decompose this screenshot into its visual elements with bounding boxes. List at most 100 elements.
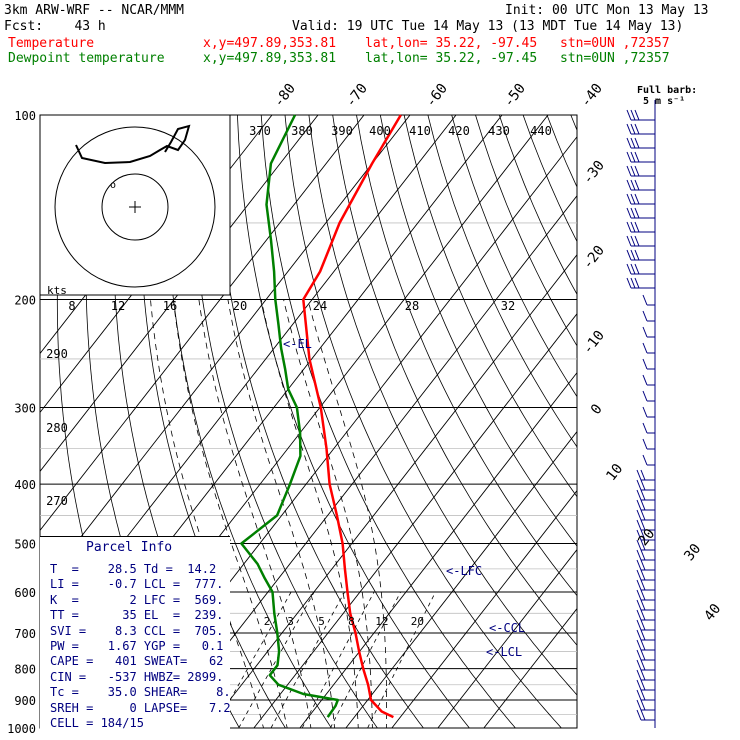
wind-barb <box>642 342 655 354</box>
barb-flag <box>640 489 646 501</box>
parcel-info-row: LI = -0.7 LCL = 777. <box>50 577 224 592</box>
theta-label: 400 <box>369 124 391 138</box>
barb-flag <box>626 263 632 275</box>
barb-flag <box>636 599 642 611</box>
dry-adiabat <box>284 115 562 728</box>
moist-adiabat <box>172 299 288 728</box>
theta-label: 390 <box>331 124 353 138</box>
barb-flag <box>626 109 632 121</box>
parcel-info-row: K = 2 LFC = 569. <box>50 592 224 607</box>
hodo-speed-label: 20 <box>233 299 247 313</box>
barb-flag <box>642 374 648 386</box>
temperature-label: -60 <box>423 81 451 111</box>
barb-flag <box>630 109 636 121</box>
barb-flag <box>630 263 636 275</box>
isotherm-line <box>40 115 319 473</box>
wind-barb <box>636 509 655 521</box>
dry-adiabat <box>260 115 516 728</box>
barb-flag <box>642 326 648 338</box>
moist-adiabat <box>307 299 387 728</box>
hodo-kts-label: kts <box>47 284 67 297</box>
pressure-label: 800 <box>14 663 36 677</box>
isotherm-line <box>40 115 411 591</box>
wind-barb <box>636 479 655 491</box>
mixing-ratio-line <box>367 591 436 728</box>
barb-flag <box>634 249 640 261</box>
wind-barb <box>626 137 655 149</box>
barb-flag <box>642 454 648 466</box>
temperature-label: -20 <box>580 243 608 273</box>
barb-legend-title: Full barb: <box>637 85 697 96</box>
barb-flag <box>640 709 646 721</box>
barb-flag <box>630 179 636 191</box>
barb-flag <box>640 609 646 621</box>
mixing-ratio-label: 20 <box>411 615 424 628</box>
barb-flag <box>642 294 648 306</box>
wind-barb <box>642 438 655 450</box>
wind-barb <box>636 539 655 551</box>
mixing-ratio-label: 3 <box>287 615 294 628</box>
isotherm-line <box>437 548 577 728</box>
dewp-latlon: lat,lon= 35.22, -97.45 <box>365 51 538 66</box>
barb-flag <box>640 549 646 561</box>
isotherm-line <box>40 115 365 532</box>
pressure-label: 700 <box>14 627 36 641</box>
barb-flag <box>634 207 640 219</box>
barb-flag <box>630 277 636 289</box>
dewp-legend-label: Dewpoint temperature <box>8 51 165 66</box>
parcel-info-row: T = 28.5 Td = 14.2 <box>50 562 217 576</box>
barb-flag <box>626 277 632 289</box>
barb-flag <box>636 659 642 671</box>
wind-barb <box>626 277 655 289</box>
barb-flag <box>640 499 646 511</box>
barb-flag <box>642 422 648 434</box>
barb-flag <box>630 235 636 247</box>
isotherm-line <box>345 430 577 728</box>
barb-flag <box>642 310 648 322</box>
barb-flag <box>640 629 646 641</box>
hodo-speed-label: 12 <box>111 299 125 313</box>
wind-barb <box>626 193 655 205</box>
pressure-label: 600 <box>14 586 36 600</box>
hodo-speed-label: 24 <box>313 299 327 313</box>
wind-barb <box>636 699 655 711</box>
temp-xy: x,y=497.89,353.81 <box>203 36 337 51</box>
barb-legend-unit: 5 m s⁻¹ <box>643 96 685 107</box>
wind-barb <box>636 559 655 571</box>
hodo-speed-label: 28 <box>405 299 419 313</box>
barb-flag <box>626 151 632 163</box>
theta-label: 430 <box>488 124 510 138</box>
barb-flag <box>640 539 646 551</box>
init-time: Init: 00 UTC Mon 13 May 13 <box>505 3 709 18</box>
moist-adiabat <box>260 299 359 728</box>
wind-barb <box>626 151 655 163</box>
parcel-info-title: Parcel Info <box>86 540 173 555</box>
dry-adiabat <box>164 115 332 728</box>
forecast-hour: Fcst: 43 h <box>4 19 106 34</box>
parcel-info-row: CELL = 184/15 <box>50 716 144 731</box>
temperature-label: 40 <box>701 601 724 624</box>
temperature-label: 30 <box>681 541 704 564</box>
pressure-label: 900 <box>14 694 36 708</box>
barb-flag <box>642 406 648 418</box>
hodograph-mark: o <box>110 180 116 191</box>
barb-flag <box>634 137 640 149</box>
isotherm-line <box>391 489 577 728</box>
temperature-label: -80 <box>271 81 299 111</box>
barb-flag <box>636 669 642 681</box>
barb-flag <box>626 165 632 177</box>
mixing-ratio-label: 5 <box>318 615 325 628</box>
barb-flag <box>636 699 642 711</box>
dry-adiabat <box>213 115 424 728</box>
hodo-speed-label: 16 <box>163 299 177 313</box>
barb-flag <box>640 579 646 591</box>
barb-flag <box>640 689 646 701</box>
dry-adiabat <box>189 115 378 728</box>
barb-flag <box>626 207 632 219</box>
barb-flag <box>640 519 646 531</box>
barb-flag <box>640 659 646 671</box>
temperature-label: -10 <box>580 328 608 358</box>
parcel-info-row: Tc = 35.0 SHEAR= 8. <box>50 685 231 700</box>
barb-flag <box>642 390 648 402</box>
